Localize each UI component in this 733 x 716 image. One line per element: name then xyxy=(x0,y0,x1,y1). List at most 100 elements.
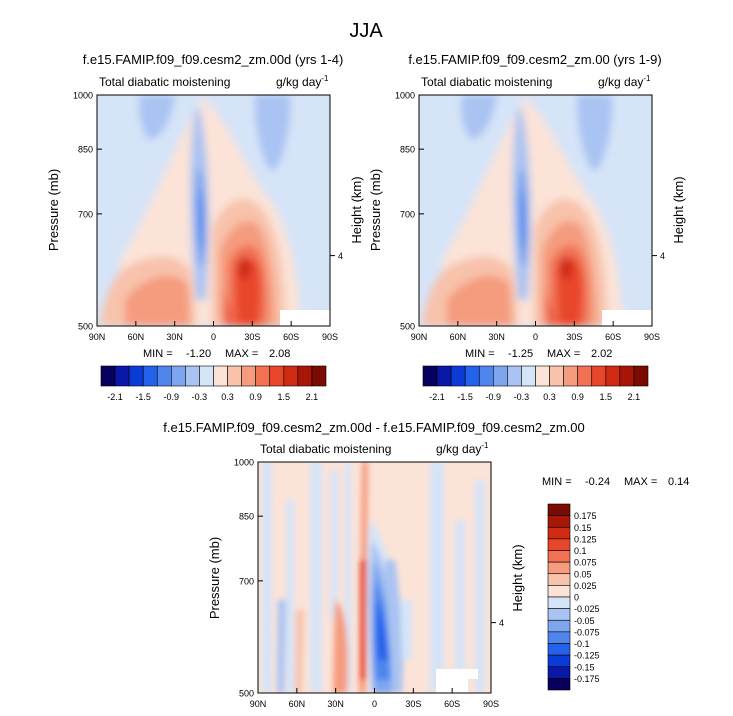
colorbar-swatch xyxy=(507,365,522,387)
y-tick-label: 700 xyxy=(78,209,93,219)
panel-1-ylabel-right: Height (km) xyxy=(349,176,364,243)
y-tick-label: 850 xyxy=(78,145,93,155)
panel-2-units-exponent: -1 xyxy=(643,74,651,83)
y-tick-label: 700 xyxy=(239,576,254,586)
panel-2-colorbar xyxy=(422,365,649,387)
colorbar-label: -0.15 xyxy=(574,662,595,672)
colorbar-swatch xyxy=(547,643,571,656)
colorbar-swatch xyxy=(547,619,571,633)
colorbar-swatch xyxy=(547,654,571,668)
colorbar-swatch xyxy=(128,365,144,387)
panel-2-heatmap xyxy=(419,95,652,326)
y-tick-label: 850 xyxy=(239,512,254,522)
panel-2-colorbar-labels: -2.1 -1.5 -0.9 -0.3 0.3 0.9 1.5 2.1 xyxy=(429,392,640,402)
panel-1-min-value: -1.20 xyxy=(186,348,211,360)
panel-1-ylabel: Pressure (mb) xyxy=(46,169,61,251)
colorbar-label: 1.5 xyxy=(278,392,291,402)
x-tick-label: 90S xyxy=(644,332,660,342)
panel-3-y-ticks: 500 700 850 1000 xyxy=(234,458,263,699)
colorbar-label: -1.5 xyxy=(457,392,473,402)
colorbar-label: 0.125 xyxy=(574,534,597,544)
panel-1: f.e15.FAMIP.f09_f09.cesm2_zm.00d (yrs 1-… xyxy=(46,52,364,402)
colorbar-swatch xyxy=(227,365,242,387)
x-tick-label: 90S xyxy=(322,332,338,342)
x-tick-label: 60S xyxy=(283,332,299,342)
colorbar-swatch xyxy=(591,365,607,387)
panel-2-units: g/kg day-1 xyxy=(598,74,651,89)
colorbar-label: 0.025 xyxy=(574,581,597,591)
x-tick-label: 30N xyxy=(488,332,505,342)
x-tick-label: 0 xyxy=(372,699,377,709)
colorbar-swatch xyxy=(142,365,158,387)
colorbar-swatch xyxy=(156,365,172,387)
x-tick-label: 90N xyxy=(89,332,106,342)
colorbar-label: 1.5 xyxy=(600,392,613,402)
panel-3-subtitle: Total diabatic moistening xyxy=(260,442,391,456)
colorbar-swatch xyxy=(547,573,571,586)
x-tick-label: 30S xyxy=(405,699,421,709)
colorbar-swatch xyxy=(547,561,571,575)
colorbar-label: 0.9 xyxy=(571,392,584,402)
panel-3-ylabel: Pressure (mb) xyxy=(207,537,222,619)
colorbar-swatch xyxy=(171,365,186,387)
colorbar-label: -0.025 xyxy=(574,604,600,614)
y-right-tick-label: 4 xyxy=(660,251,665,261)
colorbar-swatch xyxy=(241,365,256,387)
y-tick-label: 850 xyxy=(400,145,415,155)
colorbar-label: 2.1 xyxy=(628,392,641,402)
y-right-tick-label: 4 xyxy=(499,618,504,628)
colorbar-swatch xyxy=(547,678,571,691)
x-tick-label: 60S xyxy=(605,332,621,342)
x-tick-label: 30N xyxy=(327,699,344,709)
panel-3-heatmap xyxy=(258,462,491,693)
colorbar-label: -0.075 xyxy=(574,627,600,637)
colorbar-label: -0.175 xyxy=(574,674,600,684)
colorbar-label: 0.1 xyxy=(574,546,587,556)
y-tick-label: 700 xyxy=(400,209,415,219)
colorbar-swatch xyxy=(297,365,313,387)
panel-1-colorbar xyxy=(100,365,327,387)
colorbar-swatch xyxy=(450,365,466,387)
x-tick-label: 30N xyxy=(166,332,183,342)
x-tick-label: 0 xyxy=(533,332,538,342)
colorbar-swatch xyxy=(547,596,571,609)
colorbar-swatch xyxy=(547,515,571,528)
colorbar-swatch xyxy=(100,365,116,387)
colorbar-swatch xyxy=(422,365,438,387)
x-tick-label: 90S xyxy=(483,699,499,709)
colorbar-label: 0.075 xyxy=(574,558,597,568)
panel-3-max-label: MAX = xyxy=(624,476,657,488)
colorbar-swatch xyxy=(563,365,578,387)
colorbar-swatch xyxy=(213,365,228,387)
colorbar-swatch xyxy=(547,526,571,540)
colorbar-swatch xyxy=(311,365,327,387)
colorbar-swatch xyxy=(283,365,299,387)
y-tick-label: 500 xyxy=(78,322,93,332)
colorbar-label: -2.1 xyxy=(429,392,445,402)
colorbar-label: -2.1 xyxy=(107,392,123,402)
panel-3-max-value: 0.14 xyxy=(668,476,689,488)
colorbar-swatch xyxy=(577,365,593,387)
x-tick-label: 90N xyxy=(250,699,267,709)
panel-3-y-ticks-right: 4 xyxy=(491,618,504,628)
panel-1-units-exponent: -1 xyxy=(321,74,329,83)
panel-3-ylabel-right: Height (km) xyxy=(510,544,525,611)
colorbar-swatch xyxy=(199,365,214,387)
x-tick-label: 60N xyxy=(128,332,145,342)
colorbar-swatch xyxy=(549,365,564,387)
x-tick-label: 60N xyxy=(450,332,467,342)
panel-1-x-ticks: 90N 60N 30N 0 30S 60S 90S xyxy=(89,321,338,342)
panel-1-title: f.e15.FAMIP.f09_f09.cesm2_zm.00d (yrs 1-… xyxy=(83,52,344,67)
colorbar-swatch xyxy=(493,365,508,387)
colorbar-swatch xyxy=(185,365,200,387)
panel-2-min-label: MIN = xyxy=(465,348,495,360)
colorbar-swatch xyxy=(547,631,571,644)
colorbar-swatch xyxy=(114,365,130,387)
panel-3-min-label: MIN = xyxy=(542,476,572,488)
panel-2-y-ticks-right: 4 xyxy=(652,251,665,261)
panel-1-units: g/kg day-1 xyxy=(276,74,329,89)
colorbar-swatch xyxy=(547,550,571,563)
panel-2-title: f.e15.FAMIP.f09_f09.cesm2_zm.00 (yrs 1-9… xyxy=(408,52,661,67)
colorbar-swatch xyxy=(547,666,571,679)
